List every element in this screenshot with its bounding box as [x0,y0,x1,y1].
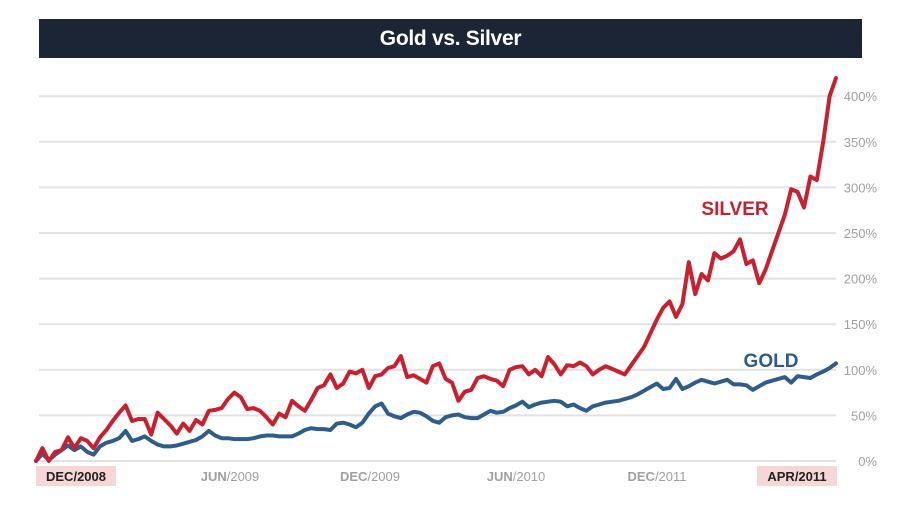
y-axis-ticks: 0% 50% 100% 150% 200% 250% 300% 350% 400% [844,89,878,469]
y-tick-label: 0% [858,454,877,469]
y-tick-label: 50% [851,408,877,423]
chart-title: Gold vs. Silver [379,26,522,50]
y-tick-label: 100% [844,363,878,378]
x-tick-label: DEC/2009 [340,469,400,484]
x-tick-label: JUN/2010 [487,469,546,484]
y-tick-label: 200% [844,272,878,287]
series-line-silver [34,76,838,463]
series-lines [34,76,838,463]
series-labels: SILVER GOLD [701,199,798,372]
x-tick-label: JUN/2009 [201,469,260,484]
y-tick-label: 400% [844,89,878,104]
y-tick-label: 300% [844,180,878,195]
x-tick-highlight [36,466,116,486]
y-tick-label: 350% [844,135,878,150]
series-label-gold: GOLD [744,351,799,372]
x-tick-highlight [757,466,837,486]
series-line-gold [34,361,838,463]
y-tick-label: 150% [844,317,878,332]
y-tick-label: 250% [844,226,878,241]
chart-title-bar: Gold vs. Silver [39,19,862,58]
grid-lines [39,95,836,462]
x-tick-label: APR/2011 [767,469,826,484]
x-axis-ticks: DEC/2008 JUN/2009 DEC/2009 JUN/2010 DEC/2011… [36,466,837,486]
x-tick-label: DEC/2011 [627,469,686,484]
x-tick-label: DEC/2008 [46,469,106,484]
series-label-silver: SILVER [701,199,768,220]
